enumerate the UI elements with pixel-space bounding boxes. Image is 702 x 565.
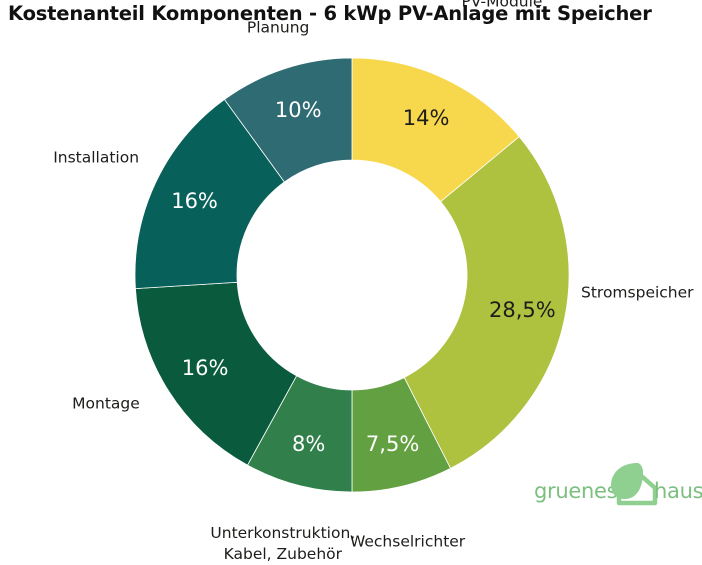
donut-slice (135, 281, 298, 466)
donut-chart-svg (134, 57, 570, 493)
slice-value-label: 16% (181, 356, 229, 381)
donut-chart: 14% 28,5% 7,5% 8% 16% 16% 10% PV-Module Stromsp… (53, 0, 694, 563)
donut-slice (403, 136, 570, 469)
house-icon (616, 469, 658, 506)
brand-logo: gruenes haus (534, 460, 702, 510)
slice-category-label: Montage (72, 394, 140, 413)
slice-category-label: Wechselrichter (349, 532, 466, 551)
slice-value-label: 16% (171, 188, 218, 213)
logo-text-haus: haus (654, 479, 702, 503)
logo-mark (611, 463, 658, 506)
donut-slice (134, 98, 285, 290)
slice-category-label: Planung (246, 18, 310, 37)
slice-category-label: Installation (53, 149, 140, 168)
slice-category-label: Stromspeicher (581, 283, 694, 302)
slice-value-label: 14% (402, 105, 450, 130)
slice-category-label: PV-Module (461, 0, 543, 11)
slice-value-label: 28,5% (489, 298, 556, 323)
donut-slice (223, 57, 353, 183)
donut-slices (134, 57, 570, 493)
slice-value-label: 10% (274, 97, 322, 122)
page-title: Kostenanteil Komponenten - 6 kWp PV-Anla… (8, 2, 652, 25)
slice-category-label: Unterkonstruktion, Kabel, Zubehör (210, 524, 356, 564)
logo-text-gruenes: gruenes (534, 479, 618, 503)
slice-value-label: 8% (292, 431, 326, 456)
slice-value-label: 7,5% (365, 432, 420, 457)
